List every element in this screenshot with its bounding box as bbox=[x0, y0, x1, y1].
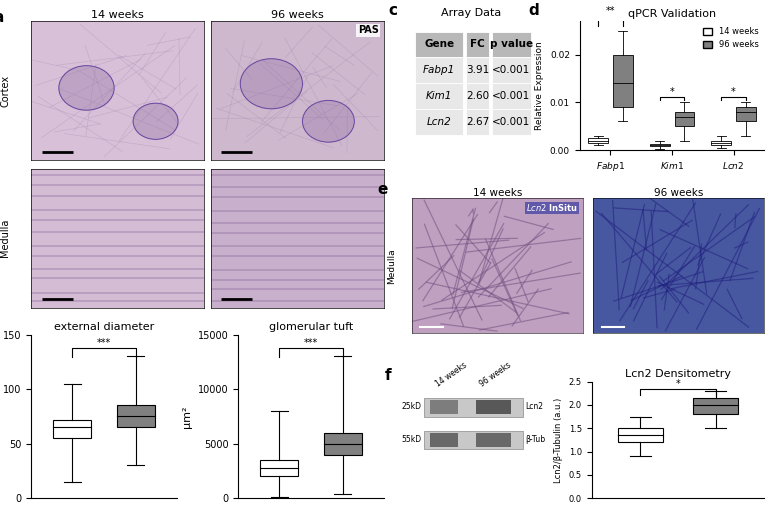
Title: 14 weeks: 14 weeks bbox=[91, 11, 144, 21]
FancyBboxPatch shape bbox=[466, 109, 489, 135]
Text: a: a bbox=[0, 10, 4, 25]
Y-axis label: Relative Expression: Relative Expression bbox=[535, 41, 544, 130]
FancyBboxPatch shape bbox=[711, 140, 731, 145]
Title: 96 weeks: 96 weeks bbox=[271, 11, 324, 21]
Circle shape bbox=[58, 66, 114, 110]
FancyBboxPatch shape bbox=[416, 83, 463, 109]
FancyBboxPatch shape bbox=[261, 460, 298, 476]
Y-axis label: μm²: μm² bbox=[182, 405, 192, 428]
Text: **: ** bbox=[606, 6, 615, 16]
Y-axis label: Lcn2/β-Tubulin (a.u.): Lcn2/β-Tubulin (a.u.) bbox=[555, 398, 563, 482]
FancyBboxPatch shape bbox=[117, 405, 154, 427]
Text: 96 weeks: 96 weeks bbox=[478, 360, 513, 388]
Text: f: f bbox=[385, 368, 392, 383]
FancyBboxPatch shape bbox=[416, 109, 463, 135]
Circle shape bbox=[240, 59, 303, 109]
Text: <0.001: <0.001 bbox=[492, 91, 530, 101]
Text: 2.60: 2.60 bbox=[466, 91, 489, 101]
FancyBboxPatch shape bbox=[491, 57, 531, 83]
FancyBboxPatch shape bbox=[491, 31, 531, 57]
Text: <0.001: <0.001 bbox=[492, 117, 530, 127]
Text: Array Data: Array Data bbox=[441, 8, 502, 19]
FancyBboxPatch shape bbox=[466, 57, 489, 83]
FancyBboxPatch shape bbox=[491, 109, 531, 135]
Title: 14 weeks: 14 weeks bbox=[473, 188, 522, 198]
FancyBboxPatch shape bbox=[693, 398, 738, 414]
Text: *: * bbox=[731, 86, 736, 96]
FancyBboxPatch shape bbox=[618, 428, 663, 442]
Title: external diameter: external diameter bbox=[54, 322, 154, 332]
Text: ***: *** bbox=[303, 338, 318, 348]
Text: Kim1: Kim1 bbox=[426, 91, 452, 101]
FancyBboxPatch shape bbox=[424, 430, 523, 449]
Text: Medulla: Medulla bbox=[0, 219, 10, 257]
Title: 96 weeks: 96 weeks bbox=[654, 188, 704, 198]
Text: Gene: Gene bbox=[424, 39, 455, 49]
FancyBboxPatch shape bbox=[416, 31, 463, 57]
Text: e: e bbox=[378, 182, 388, 197]
FancyBboxPatch shape bbox=[53, 420, 91, 438]
Text: 55kD: 55kD bbox=[402, 435, 422, 444]
Legend: 14 weeks, 96 weeks: 14 weeks, 96 weeks bbox=[701, 25, 760, 51]
Title: Lcn2 Densitometry: Lcn2 Densitometry bbox=[625, 369, 731, 379]
FancyBboxPatch shape bbox=[650, 144, 669, 146]
FancyBboxPatch shape bbox=[431, 433, 458, 447]
FancyBboxPatch shape bbox=[588, 138, 608, 143]
Text: <0.001: <0.001 bbox=[492, 65, 530, 75]
Title: qPCR Validation: qPCR Validation bbox=[628, 9, 716, 19]
Text: Cortex: Cortex bbox=[0, 75, 10, 107]
Text: Lcn2: Lcn2 bbox=[526, 402, 544, 411]
Text: FC: FC bbox=[470, 39, 485, 49]
FancyBboxPatch shape bbox=[476, 433, 511, 447]
Text: d: d bbox=[528, 3, 539, 18]
Text: PAS: PAS bbox=[358, 25, 378, 36]
Title: glomerular tuft: glomerular tuft bbox=[269, 322, 353, 332]
Text: 14 weeks: 14 weeks bbox=[434, 360, 469, 388]
Text: Lcn2: Lcn2 bbox=[427, 117, 452, 127]
FancyBboxPatch shape bbox=[675, 112, 694, 126]
Circle shape bbox=[303, 101, 354, 142]
FancyBboxPatch shape bbox=[736, 107, 756, 121]
Text: 25kD: 25kD bbox=[402, 402, 422, 411]
FancyBboxPatch shape bbox=[476, 400, 511, 414]
Text: 3.91: 3.91 bbox=[466, 65, 489, 75]
Text: β-Tub: β-Tub bbox=[526, 435, 545, 444]
FancyBboxPatch shape bbox=[613, 55, 633, 107]
Text: *: * bbox=[675, 378, 680, 388]
Text: *: * bbox=[670, 86, 675, 96]
FancyBboxPatch shape bbox=[424, 398, 523, 417]
Text: 2.67: 2.67 bbox=[466, 117, 489, 127]
Text: p value: p value bbox=[490, 39, 533, 49]
Text: c: c bbox=[388, 3, 397, 18]
FancyBboxPatch shape bbox=[324, 433, 362, 455]
FancyBboxPatch shape bbox=[416, 57, 463, 83]
Text: ***: *** bbox=[97, 338, 112, 348]
FancyBboxPatch shape bbox=[431, 400, 458, 414]
FancyBboxPatch shape bbox=[491, 83, 531, 109]
FancyBboxPatch shape bbox=[466, 31, 489, 57]
Text: Medulla: Medulla bbox=[387, 248, 396, 284]
FancyBboxPatch shape bbox=[466, 83, 489, 109]
Text: Fabp1: Fabp1 bbox=[424, 65, 456, 75]
Circle shape bbox=[133, 103, 178, 139]
Text: $\it{Lcn2}$ InSitu: $\it{Lcn2}$ InSitu bbox=[526, 202, 578, 214]
